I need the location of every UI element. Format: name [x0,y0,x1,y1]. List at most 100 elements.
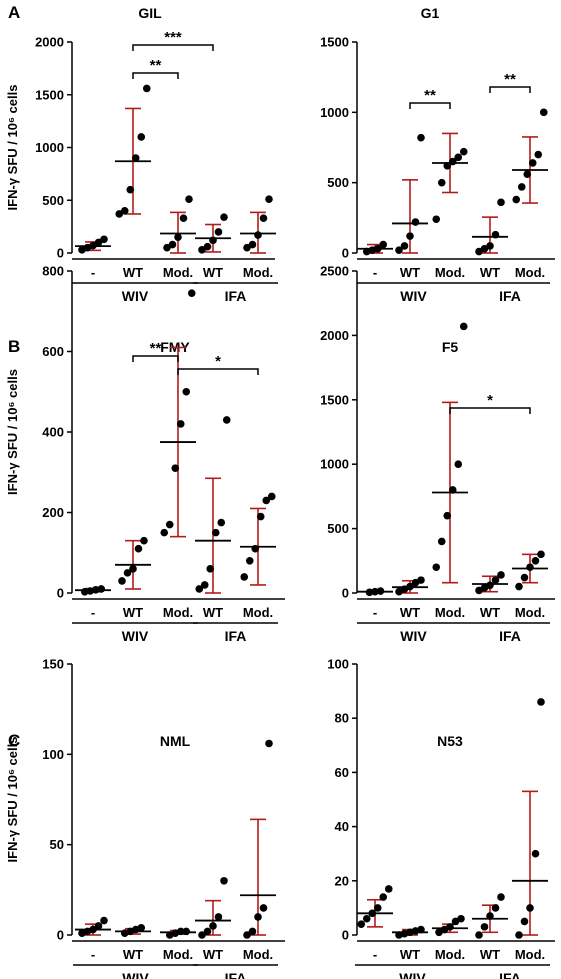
data-point [214,913,223,921]
data-point [454,460,463,469]
data-point [160,528,169,537]
data-point [97,585,106,593]
category-label: Mod. [435,947,465,962]
category-label: WT [480,265,500,280]
category-label: - [91,605,95,620]
data-point [417,133,425,142]
category-label: WT [123,947,143,962]
data-point [437,537,446,546]
category-label: Mod. [243,605,273,620]
y-tick-label: 2000 [35,35,64,50]
panel-nml: NML 0 50 100 150 - WT Mod. WT Mod. WIV IFA IFN-γ SFU… [5,657,285,979]
y-tick-label: 1000 [35,140,64,155]
category-label: - [373,605,377,620]
data-point [100,235,108,244]
y-tick-label: 500 [42,193,64,208]
data-point [515,931,523,939]
data-point [245,557,254,565]
group-label-wiv: WIV [400,288,427,304]
data-point [254,231,262,239]
data-point [262,496,271,505]
panel-gil: GIL 0 500 1000 1500 2000 - WT Mod. WT Mod. WIV IFA **… [5,5,278,304]
data-point [520,573,529,582]
data-point [379,240,388,249]
data-point [457,914,465,923]
data-point [512,195,521,204]
data-point [531,849,540,858]
category-label: Mod. [435,265,465,280]
y-tick-label: 0 [57,246,64,261]
category-label: - [91,947,95,962]
y-tick-label: 0 [342,928,349,943]
significance-label: ** [504,71,516,88]
significance-bracket [409,102,451,109]
data-point [137,923,146,932]
y-axis-label: IFN-γ SFU / 10⁶ cells [5,85,20,211]
significance-label: * [487,392,493,409]
data-point [528,159,537,167]
data-point [417,925,425,934]
data-point [243,243,251,252]
category-label: Mod. [435,605,465,620]
data-point [432,563,441,572]
data-point [517,183,526,191]
data-point [417,576,425,584]
y-tick-label: 20 [335,873,349,888]
data-point [534,150,543,159]
data-point [537,698,545,706]
y-tick-label: 600 [42,344,64,359]
significance-label: *** [164,29,182,46]
data-point [134,544,143,553]
data-point [432,215,441,224]
data-point [165,520,174,529]
data-point [176,927,185,936]
data-point [115,210,124,218]
data-point [179,214,188,222]
y-tick-label: 500 [327,521,349,536]
data-point [209,922,217,930]
data-point [209,236,217,245]
data-point [198,246,206,254]
category-label: Mod. [515,265,545,280]
data-point [376,587,385,595]
data-point [176,420,185,428]
data-point [220,877,228,885]
group-label-wiv: WIV [122,628,149,644]
data-point [406,582,414,591]
data-point [265,739,273,748]
panel-letter-a: A [8,3,20,22]
y-axis-label: IFN-γ SFU / 10⁶ cells [5,369,20,495]
data-point [187,289,196,297]
data-point [243,931,251,939]
data-point [206,565,215,573]
y-tick-label: 60 [335,765,349,780]
category-label: Mod. [163,947,193,962]
data-point [443,161,452,170]
significance-bracket [132,44,214,51]
data-point [222,416,231,424]
category-label: WT [480,605,500,620]
data-point [497,571,505,579]
y-tick-label: 500 [327,175,349,190]
y-tick-label: 400 [42,425,64,440]
data-point [480,923,489,931]
data-point [365,588,374,597]
category-label: WT [400,265,420,280]
category-label: Mod. [243,947,273,962]
data-point [491,230,500,239]
significance-bracket [132,355,179,362]
group-label-wiv: WIV [400,628,427,644]
group-label-wiv: WIV [122,288,149,304]
data-point [211,528,220,537]
data-point [526,563,534,572]
data-point [448,157,457,166]
significance-bracket [489,86,531,93]
data-point [406,232,414,240]
category-label: WT [123,605,143,620]
data-point [443,511,452,520]
data-point [256,512,265,521]
data-point [459,322,468,331]
data-point [251,544,260,553]
data-point [259,904,268,912]
